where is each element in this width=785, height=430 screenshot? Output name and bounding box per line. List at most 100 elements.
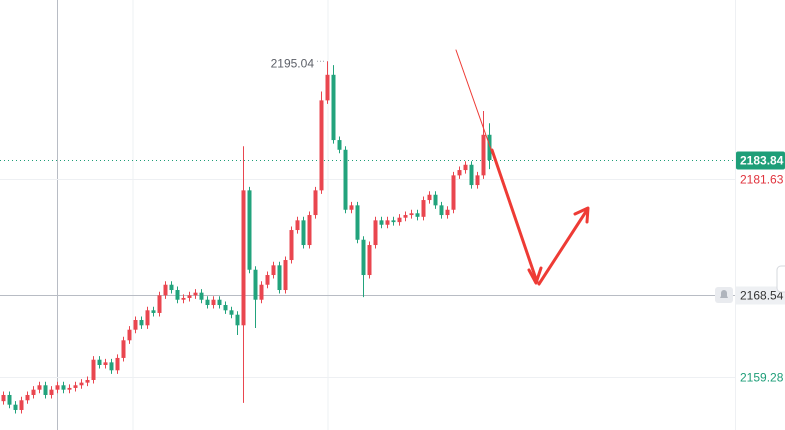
- candle-body: [433, 194, 438, 206]
- candle-body: [427, 194, 432, 201]
- crosshair-box: [736, 286, 785, 305]
- candle-body: [217, 299, 222, 306]
- arrow-up: [537, 208, 589, 286]
- candle-body: [61, 385, 66, 390]
- candle-body: [205, 299, 210, 306]
- candle-body: [235, 314, 240, 326]
- arrow-head: [527, 266, 543, 285]
- candle-body: [283, 260, 288, 291]
- candle-body: [337, 140, 342, 150]
- candle-body: [403, 215, 408, 218]
- candle-body: [445, 209, 450, 216]
- candle-body: [361, 239, 366, 276]
- candle-body: [307, 215, 312, 246]
- candle-body: [325, 74, 330, 101]
- candle-body: [127, 329, 132, 341]
- candle-body: [301, 220, 306, 246]
- candle-body: [85, 379, 90, 383]
- drawing-arrows: [455, 49, 590, 286]
- candle-body: [145, 310, 150, 326]
- candle-body: [79, 382, 84, 386]
- candle-body: [55, 385, 60, 390]
- candle-body: [187, 295, 192, 298]
- candle-body: [277, 265, 282, 291]
- candle-body: [169, 284, 174, 291]
- price-lines: [0, 160, 735, 378]
- candle-body: [421, 200, 426, 217]
- candle-body: [349, 205, 354, 210]
- bell-icon: [720, 290, 728, 298]
- candle-body: [109, 362, 114, 371]
- candle-body: [481, 134, 486, 176]
- candle-body: [463, 164, 468, 171]
- candle-body: [13, 404, 18, 410]
- high-marker-label: 2195.04: [271, 56, 315, 70]
- candle-body: [49, 389, 54, 395]
- candle-body: [157, 295, 162, 313]
- candle-body: [331, 74, 336, 141]
- candle-body: [409, 213, 414, 216]
- candle-body: [43, 385, 48, 395]
- candle-body: [163, 284, 168, 296]
- candle-body: [271, 265, 276, 276]
- candle-body: [379, 220, 384, 225]
- candle-body: [355, 205, 360, 240]
- candle-body: [241, 190, 246, 326]
- candle-body: [265, 275, 270, 285]
- vertical-grid: [132, 0, 736, 430]
- candle-body: [415, 213, 420, 217]
- candle-body: [259, 284, 264, 300]
- price-label: 2159.28: [740, 371, 784, 385]
- candle-body: [67, 387, 72, 390]
- candle-body: [343, 149, 348, 210]
- candle-body: [7, 394, 12, 405]
- candle-body: [373, 220, 378, 246]
- candle-body: [397, 217, 402, 223]
- price-axis: 2183.84 2181.63 2168.54 2159.28: [736, 151, 785, 385]
- arrow-head: [573, 206, 590, 224]
- candle-body: [247, 190, 252, 270]
- candle-body: [457, 170, 462, 176]
- candle-body: [19, 400, 24, 410]
- candles: 2195.04: [1, 56, 492, 414]
- candle-body: [319, 100, 324, 191]
- candle-body: [139, 320, 144, 326]
- last-price-label: 2183.84: [740, 154, 784, 168]
- candle-body: [31, 389, 36, 395]
- candle-body: [91, 359, 96, 380]
- candle-body: [469, 164, 474, 186]
- candle-body: [73, 385, 78, 388]
- candle-body: [37, 385, 42, 390]
- candle-body: [97, 359, 102, 365]
- side-button[interactable]: [776, 265, 785, 293]
- candle-body: [151, 310, 156, 313]
- crosshair-label: 2168.54: [740, 289, 784, 303]
- candle-body: [391, 220, 396, 223]
- candle-body: [115, 357, 120, 371]
- last-price-box: [736, 151, 785, 170]
- candle-body: [367, 245, 372, 276]
- candle-body: [439, 205, 444, 216]
- candle-body: [193, 292, 198, 296]
- candle-body: [199, 292, 204, 300]
- candle-body: [313, 190, 318, 216]
- candle-body: [385, 220, 390, 225]
- candle-body: [211, 299, 216, 306]
- candle-body: [1, 394, 6, 402]
- candle-body: [451, 175, 456, 210]
- candle-body: [487, 134, 492, 161]
- candle-body: [223, 305, 228, 311]
- trend-line: [455, 49, 495, 159]
- candle-body: [133, 320, 138, 330]
- candle-body: [181, 297, 186, 300]
- arrow-down: [490, 148, 539, 284]
- candle-body: [175, 290, 180, 300]
- candle-body: [229, 310, 234, 315]
- candle-body: [253, 269, 258, 300]
- candle-body: [295, 220, 300, 231]
- candle-body: [103, 362, 108, 365]
- candle-body: [475, 175, 480, 186]
- candle-body: [289, 230, 294, 261]
